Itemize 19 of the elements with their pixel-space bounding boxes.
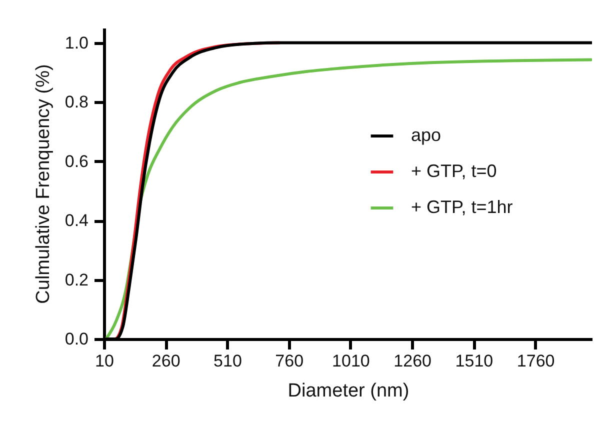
x-axis-title: Diameter (nm) <box>288 380 410 402</box>
legend-label: + GTP, t=1hr <box>411 197 513 217</box>
legend-label: apo <box>411 125 442 145</box>
x-tick-label: 760 <box>275 352 304 370</box>
x-tick-label: 1510 <box>455 352 494 370</box>
x-tick-label: 1760 <box>516 352 555 370</box>
y-tick-label: 0.4 <box>64 211 88 230</box>
x-tick-label: 10 <box>95 352 114 370</box>
y-tick-label: 0.0 <box>64 330 88 348</box>
x-tick-label: 1260 <box>394 352 432 370</box>
y-axis-title: Culmulative Frenquency (%) <box>32 64 54 304</box>
x-tick-label: 1010 <box>332 352 370 370</box>
y-tick-label: 0.8 <box>64 92 88 112</box>
y-tick-label: 0.6 <box>64 152 88 171</box>
x-tick-label: 510 <box>214 352 242 370</box>
y-tick-label: 0.2 <box>64 270 88 290</box>
y-tick-label: 1.0 <box>64 33 88 52</box>
legend-label: + GTP, t=0 <box>411 161 497 181</box>
x-tick-label: 260 <box>152 352 180 370</box>
